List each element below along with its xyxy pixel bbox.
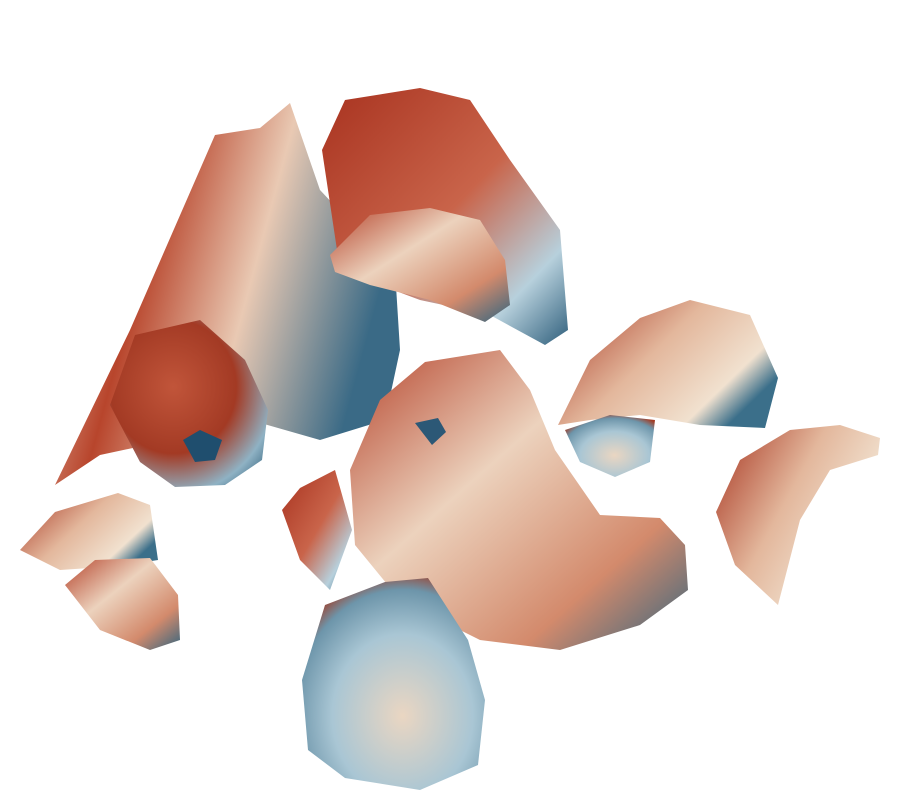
surface-ring [110,320,268,487]
surface-right-small [565,415,655,477]
surface-bottom [302,578,485,790]
surface-right-crescent [558,300,778,428]
surface-left-bottom [20,493,158,570]
surface-top-roll [330,208,510,322]
surface-arm [282,470,352,590]
hole [415,418,446,445]
surfaces [20,88,880,790]
surface-left-bottom-lower [65,558,180,650]
hole [183,430,222,462]
surface-right-cone [716,425,880,605]
